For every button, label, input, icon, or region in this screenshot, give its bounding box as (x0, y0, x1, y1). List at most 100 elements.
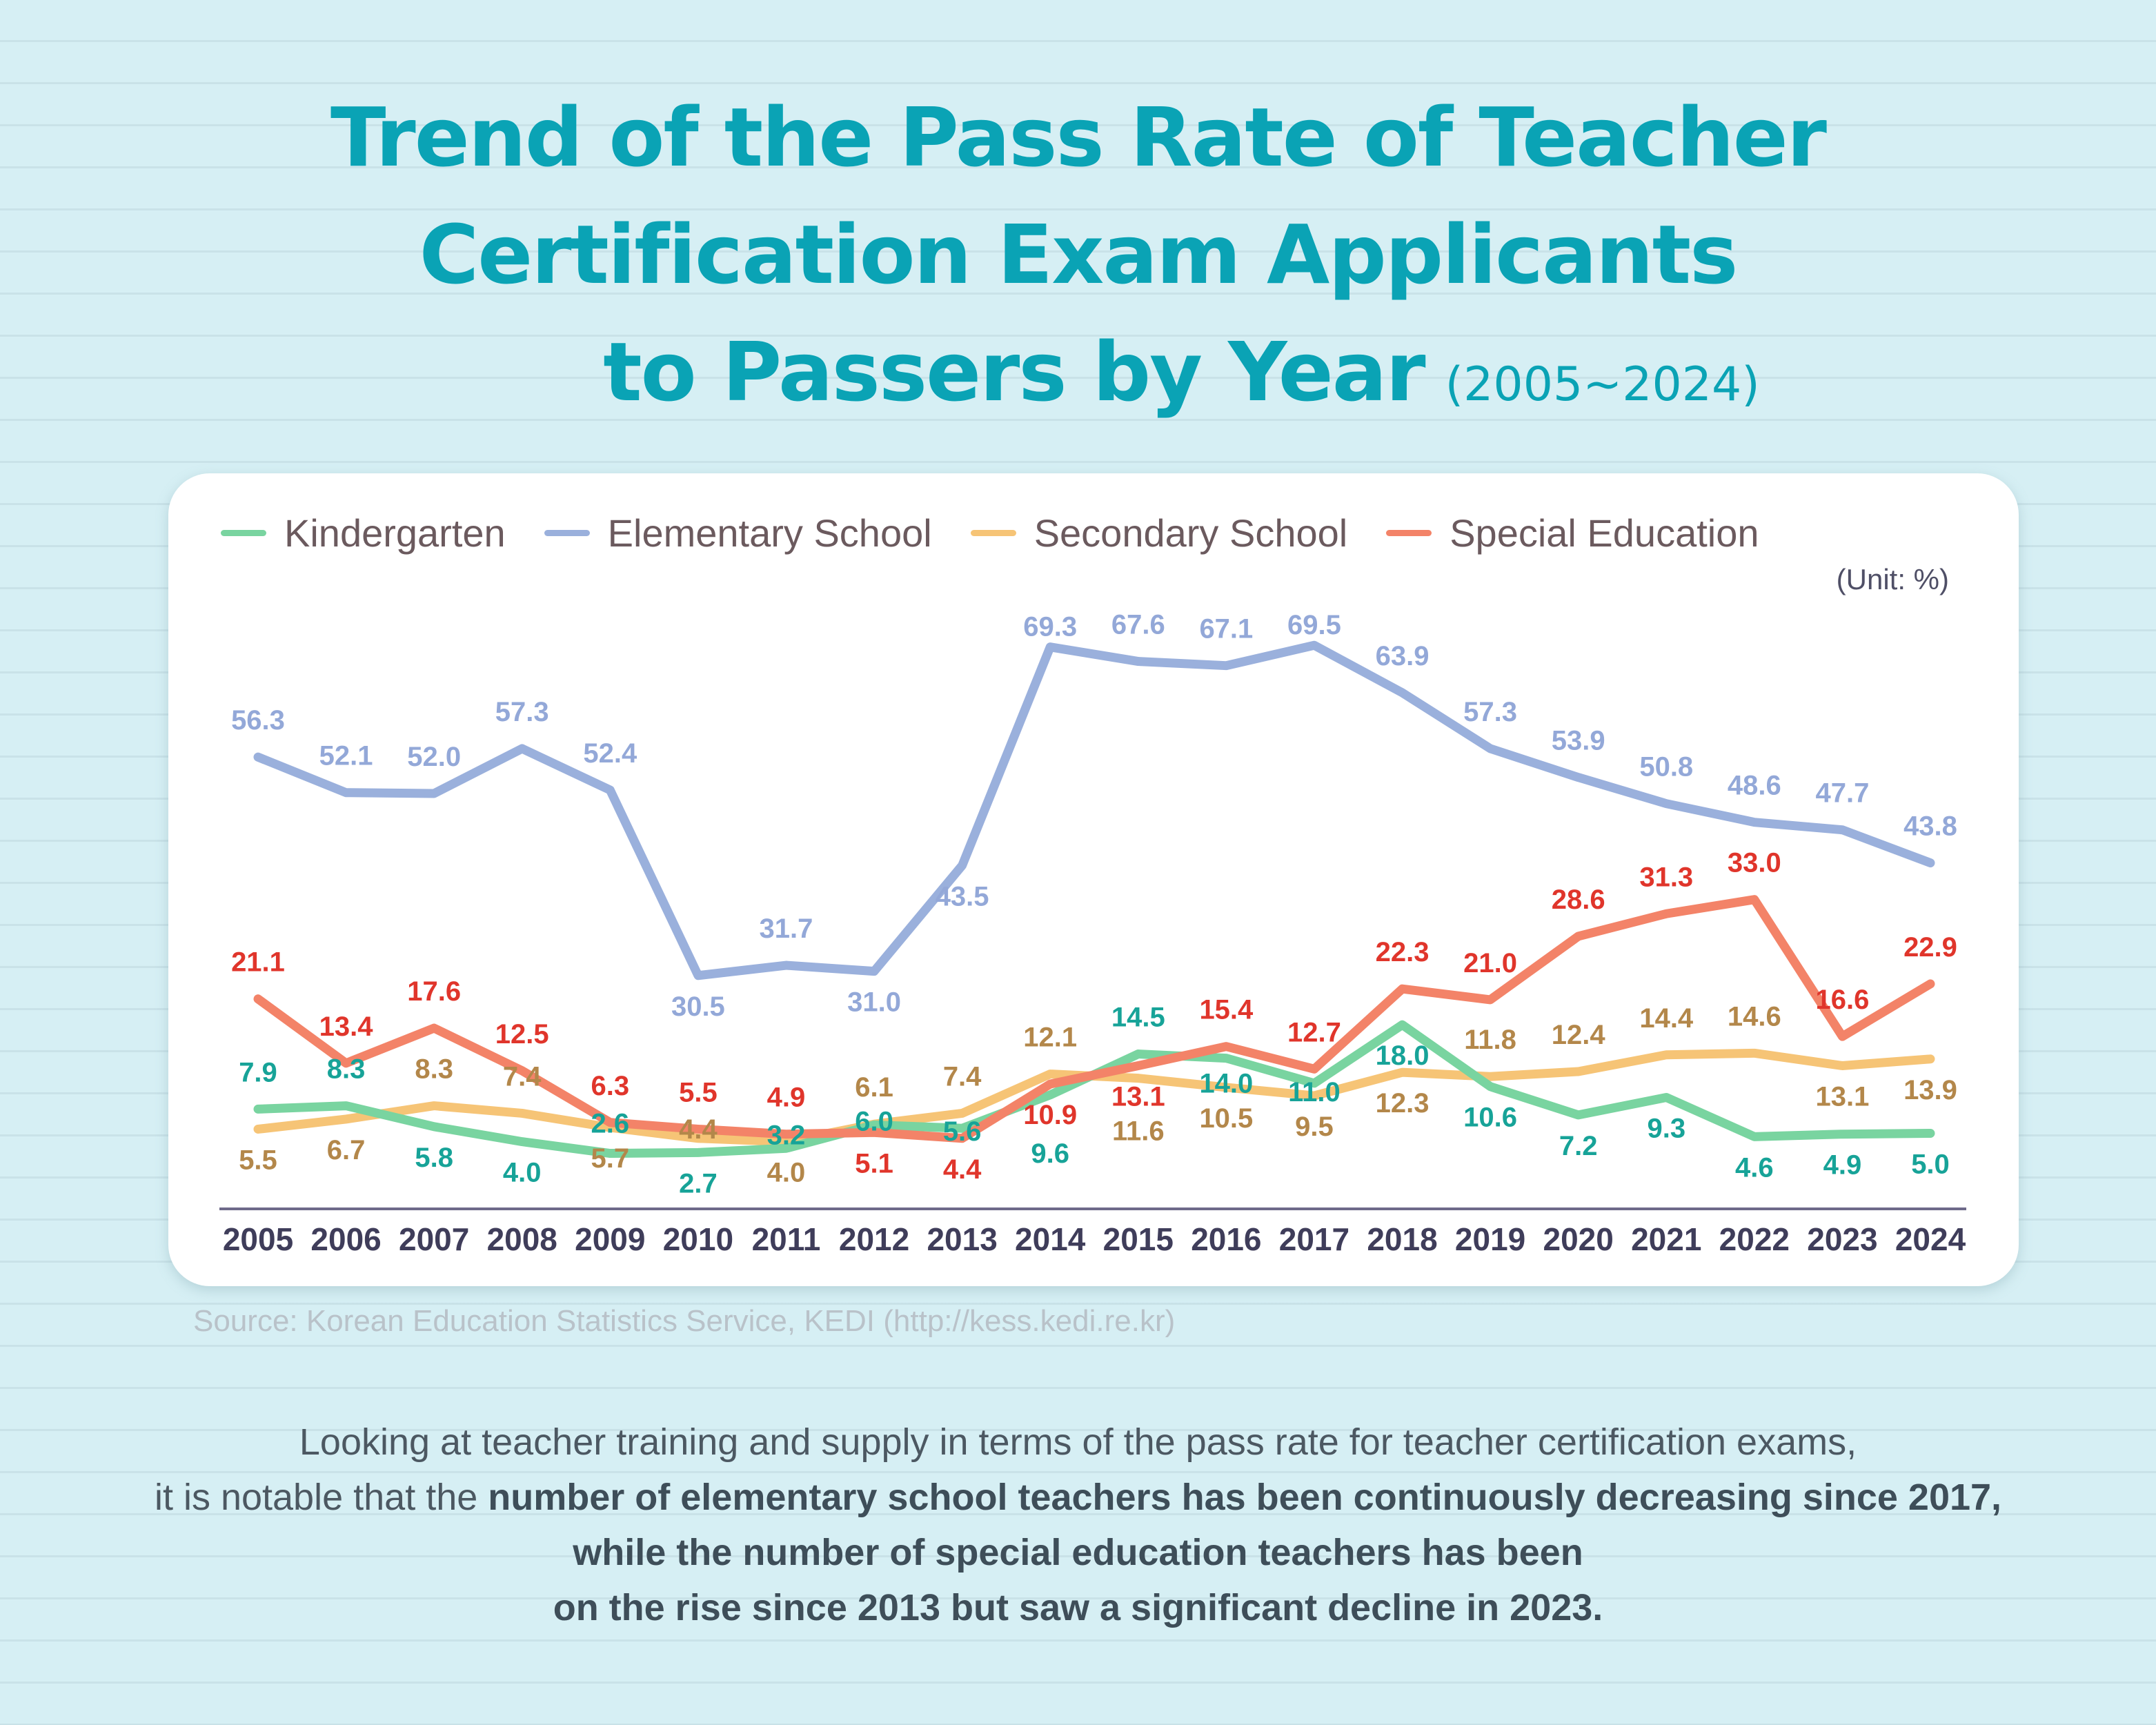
data-label: 31.7 (760, 914, 813, 944)
data-label: 12.3 (1376, 1088, 1430, 1118)
data-label: 52.1 (319, 741, 373, 771)
data-label: 2.7 (679, 1168, 718, 1199)
data-point (1049, 1083, 1051, 1085)
data-label: 9.3 (1647, 1113, 1685, 1143)
x-tick-label: 2014 (1015, 1221, 1086, 1257)
data-label: 56.3 (231, 705, 285, 736)
x-tick-label: 2024 (1895, 1221, 1966, 1257)
data-label: 13.1 (1111, 1081, 1165, 1112)
data-point (961, 1127, 963, 1130)
data-point (873, 1132, 876, 1134)
data-label: 50.8 (1639, 752, 1693, 782)
data-point (521, 1070, 523, 1072)
data-label: 4.6 (1735, 1152, 1774, 1183)
data-label: 2.6 (591, 1109, 630, 1139)
data-label: 11.6 (1112, 1116, 1165, 1147)
data-label: 14.5 (1111, 1003, 1165, 1033)
data-label: 67.1 (1199, 614, 1253, 644)
data-point (1313, 644, 1315, 647)
data-label: 6.7 (327, 1135, 366, 1165)
data-label: 43.8 (1903, 811, 1957, 842)
x-tick-label: 2021 (1631, 1221, 1701, 1257)
description-line-1: Looking at teacher training and supply i… (299, 1421, 1857, 1463)
data-point (1137, 660, 1139, 662)
data-point (257, 756, 259, 758)
data-label: 13.9 (1903, 1075, 1957, 1105)
legend-label: Kindergarten (284, 511, 506, 555)
description-line-3: while the number of special education te… (0, 1525, 2156, 1580)
x-tick-label: 2006 (310, 1221, 381, 1257)
legend-item-secondary: Secondary School (970, 511, 1348, 555)
data-point (1225, 1045, 1227, 1047)
data-point (1841, 1065, 1843, 1067)
data-point (257, 1108, 259, 1110)
data-label: 5.5 (679, 1077, 718, 1107)
data-label: 16.6 (1815, 985, 1869, 1015)
legend-item-elementary: Elementary School (544, 511, 932, 555)
data-point (433, 1105, 435, 1107)
data-point (1841, 829, 1843, 831)
data-point (257, 1128, 259, 1130)
data-point (1137, 1065, 1139, 1067)
data-point (1665, 802, 1668, 805)
data-point (345, 1062, 347, 1064)
legend-item-kindergarten: Kindergarten (221, 511, 506, 555)
data-label: 4.9 (1823, 1150, 1862, 1181)
data-point (873, 1124, 876, 1126)
data-point (697, 974, 699, 976)
data-label: 12.5 (495, 1019, 549, 1049)
data-label: 5.5 (239, 1145, 277, 1175)
x-tick-label: 2016 (1191, 1221, 1261, 1257)
data-label: 48.6 (1728, 771, 1781, 801)
data-label: 14.4 (1639, 1003, 1694, 1034)
data-label: 4.4 (679, 1114, 718, 1145)
data-label: 3.2 (767, 1120, 806, 1150)
data-label: 7.9 (239, 1057, 277, 1087)
data-label: 5.0 (1911, 1150, 1950, 1180)
legend-swatch (221, 530, 266, 536)
data-label: 57.3 (495, 697, 549, 727)
data-label: 31.3 (1639, 862, 1693, 892)
data-point (345, 791, 347, 793)
description: Looking at teacher training and supply i… (0, 1414, 2156, 1635)
data-point (1401, 1072, 1403, 1074)
data-label: 17.6 (407, 976, 461, 1007)
data-point (1225, 1086, 1227, 1088)
data-label: 6.1 (855, 1072, 893, 1103)
data-point (961, 1137, 963, 1139)
data-label: 30.5 (671, 992, 725, 1022)
legend-label: Secondary School (1034, 511, 1348, 555)
data-label: 22.9 (1903, 932, 1957, 963)
data-label: 8.3 (327, 1054, 366, 1085)
data-label: 69.3 (1023, 612, 1077, 642)
data-label: 4.0 (767, 1158, 806, 1188)
data-label: 12.7 (1287, 1017, 1341, 1047)
data-label: 31.0 (847, 987, 901, 1018)
x-tick-label: 2012 (839, 1221, 909, 1257)
data-label: 6.3 (591, 1071, 630, 1101)
data-label: 12.1 (1023, 1023, 1077, 1053)
data-label: 15.4 (1199, 995, 1254, 1025)
data-label: 11.8 (1464, 1025, 1516, 1055)
data-point (521, 747, 523, 749)
data-point (1225, 664, 1227, 667)
data-point (1049, 1073, 1051, 1075)
unit-label: (Unit: %) (1836, 563, 1949, 595)
legend: Kindergarten Elementary School Secondary… (221, 511, 1759, 555)
data-point (1401, 988, 1403, 990)
data-point (433, 1125, 435, 1127)
data-point (1665, 1096, 1668, 1098)
data-label: 5.7 (591, 1143, 630, 1174)
data-point (609, 1121, 611, 1123)
data-point (521, 1112, 523, 1114)
data-point (1753, 821, 1755, 823)
series-line-elementary-school (253, 640, 1935, 980)
description-line-4: on the rise since 2013 but saw a signifi… (0, 1580, 2156, 1635)
legend-swatch (970, 530, 1016, 536)
data-label: 22.3 (1376, 937, 1430, 967)
description-bold: on the rise since 2013 but saw a signifi… (553, 1587, 1603, 1628)
x-tick-label: 2015 (1103, 1221, 1174, 1257)
data-label: 11.0 (1288, 1077, 1341, 1107)
x-tick-label: 2007 (399, 1221, 469, 1257)
